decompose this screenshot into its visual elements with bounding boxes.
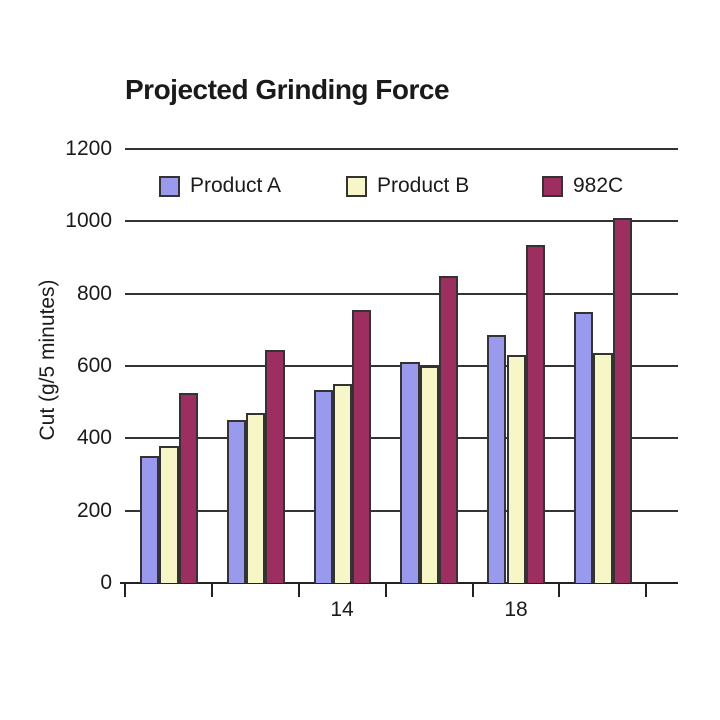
gridline-1200 (125, 148, 678, 150)
x-tick-label-14: 14 (330, 598, 354, 621)
bar-product-b-x14 (332, 384, 353, 583)
gridline-1000 (125, 220, 678, 222)
bar-982c-x18 (525, 245, 546, 583)
legend-label-product-b: Product B (377, 174, 470, 197)
legend-swatch-product-b (346, 175, 367, 197)
bar-product-a-x14 (313, 390, 333, 583)
bar-product-b-x20 (593, 353, 613, 583)
bar-982c-x14 (352, 310, 372, 583)
legend-label-982c: 982C (573, 174, 624, 197)
bar-product-b-x12 (246, 413, 266, 583)
y-tick-label-1200: 1200 (65, 137, 112, 160)
x-tick-4 (472, 584, 474, 597)
bar-product-a-x16 (400, 362, 420, 583)
bar-product-a-x18 (487, 335, 507, 583)
legend-item-product-a: Product A (159, 174, 281, 198)
legend-swatch-982c (542, 175, 563, 197)
bar-product-b-x10 (159, 446, 179, 583)
y-tick-label-600: 600 (76, 354, 112, 377)
bar-product-a-x12 (226, 420, 247, 583)
x-tick-2 (298, 584, 300, 597)
y-tick-label-0: 0 (100, 571, 112, 594)
gridline-800 (125, 293, 678, 295)
y-tick-label-200: 200 (76, 499, 112, 522)
bar-982c-x10 (178, 393, 198, 583)
x-tick-1 (211, 584, 213, 597)
legend-swatch-product-a (159, 175, 180, 197)
bar-982c-x20 (612, 218, 632, 583)
chart-title: Projected Grinding Force (125, 74, 450, 105)
y-tick-label-800: 800 (76, 282, 112, 305)
x-tick-5 (558, 584, 560, 597)
x-tick-6 (645, 584, 647, 597)
bar-982c-x12 (265, 350, 285, 583)
x-tick-3 (385, 584, 387, 597)
bar-product-a-x10 (140, 456, 160, 583)
y-tick-label-1000: 1000 (65, 209, 112, 232)
x-tick-0 (124, 584, 126, 597)
bar-product-b-x16 (419, 366, 439, 583)
bar-982c-x16 (439, 276, 459, 583)
legend-item-982c: 982C (542, 174, 623, 198)
x-tick-label-18: 18 (504, 598, 528, 621)
bar-product-b-x18 (506, 355, 526, 583)
y-tick-label-400: 400 (76, 426, 112, 449)
x-axis-line (120, 582, 678, 584)
legend-label-product-a: Product A (190, 174, 282, 197)
bar-product-a-x20 (574, 312, 594, 583)
legend-item-product-b: Product B (346, 174, 469, 198)
